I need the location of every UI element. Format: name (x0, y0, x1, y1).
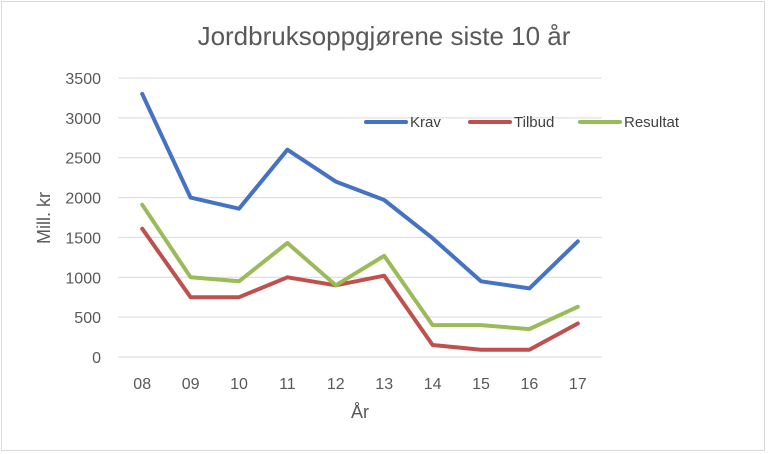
x-tick-label: 12 (327, 376, 345, 393)
y-tick-label: 1000 (65, 270, 101, 287)
y-axis-title: Mill. kr (34, 192, 54, 244)
x-tick-label: 15 (472, 376, 490, 393)
x-tick-label: 14 (424, 376, 442, 393)
y-tick-label: 2000 (65, 191, 101, 208)
series-line-tilbud (140, 226, 580, 352)
x-tick-label: 16 (521, 376, 539, 393)
x-tick-label: 11 (279, 376, 296, 393)
y-tick-label: 2500 (65, 151, 101, 168)
series-line-resultat (140, 202, 580, 332)
legend: Krav Tilbud Resultat (364, 114, 680, 131)
series-lines (140, 91, 580, 352)
series-line-krav (140, 91, 580, 291)
x-tick-label: 08 (133, 376, 151, 393)
x-tick-labels: 08 09 10 11 12 13 14 15 16 17 (133, 376, 586, 393)
legend-label: Tilbud (514, 114, 554, 131)
y-tick-label: 1500 (65, 230, 101, 247)
x-axis-title: År (351, 402, 369, 422)
x-tick-label: 13 (375, 376, 393, 393)
x-tick-label: 09 (182, 376, 200, 393)
y-tick-label: 0 (92, 350, 101, 367)
y-tick-label: 3500 (65, 71, 101, 88)
x-tick-label: 10 (230, 376, 248, 393)
legend-label: Krav (410, 114, 441, 131)
legend-label: Resultat (624, 114, 680, 131)
y-tick-labels: 0 500 1000 1500 2000 2500 3000 3500 (65, 71, 101, 367)
y-tick-label: 3000 (65, 111, 101, 128)
x-tick-label: 17 (569, 376, 587, 393)
chart-title: Jordbruksoppgjørene siste 10 år (198, 21, 571, 51)
y-tick-label: 500 (74, 310, 101, 327)
